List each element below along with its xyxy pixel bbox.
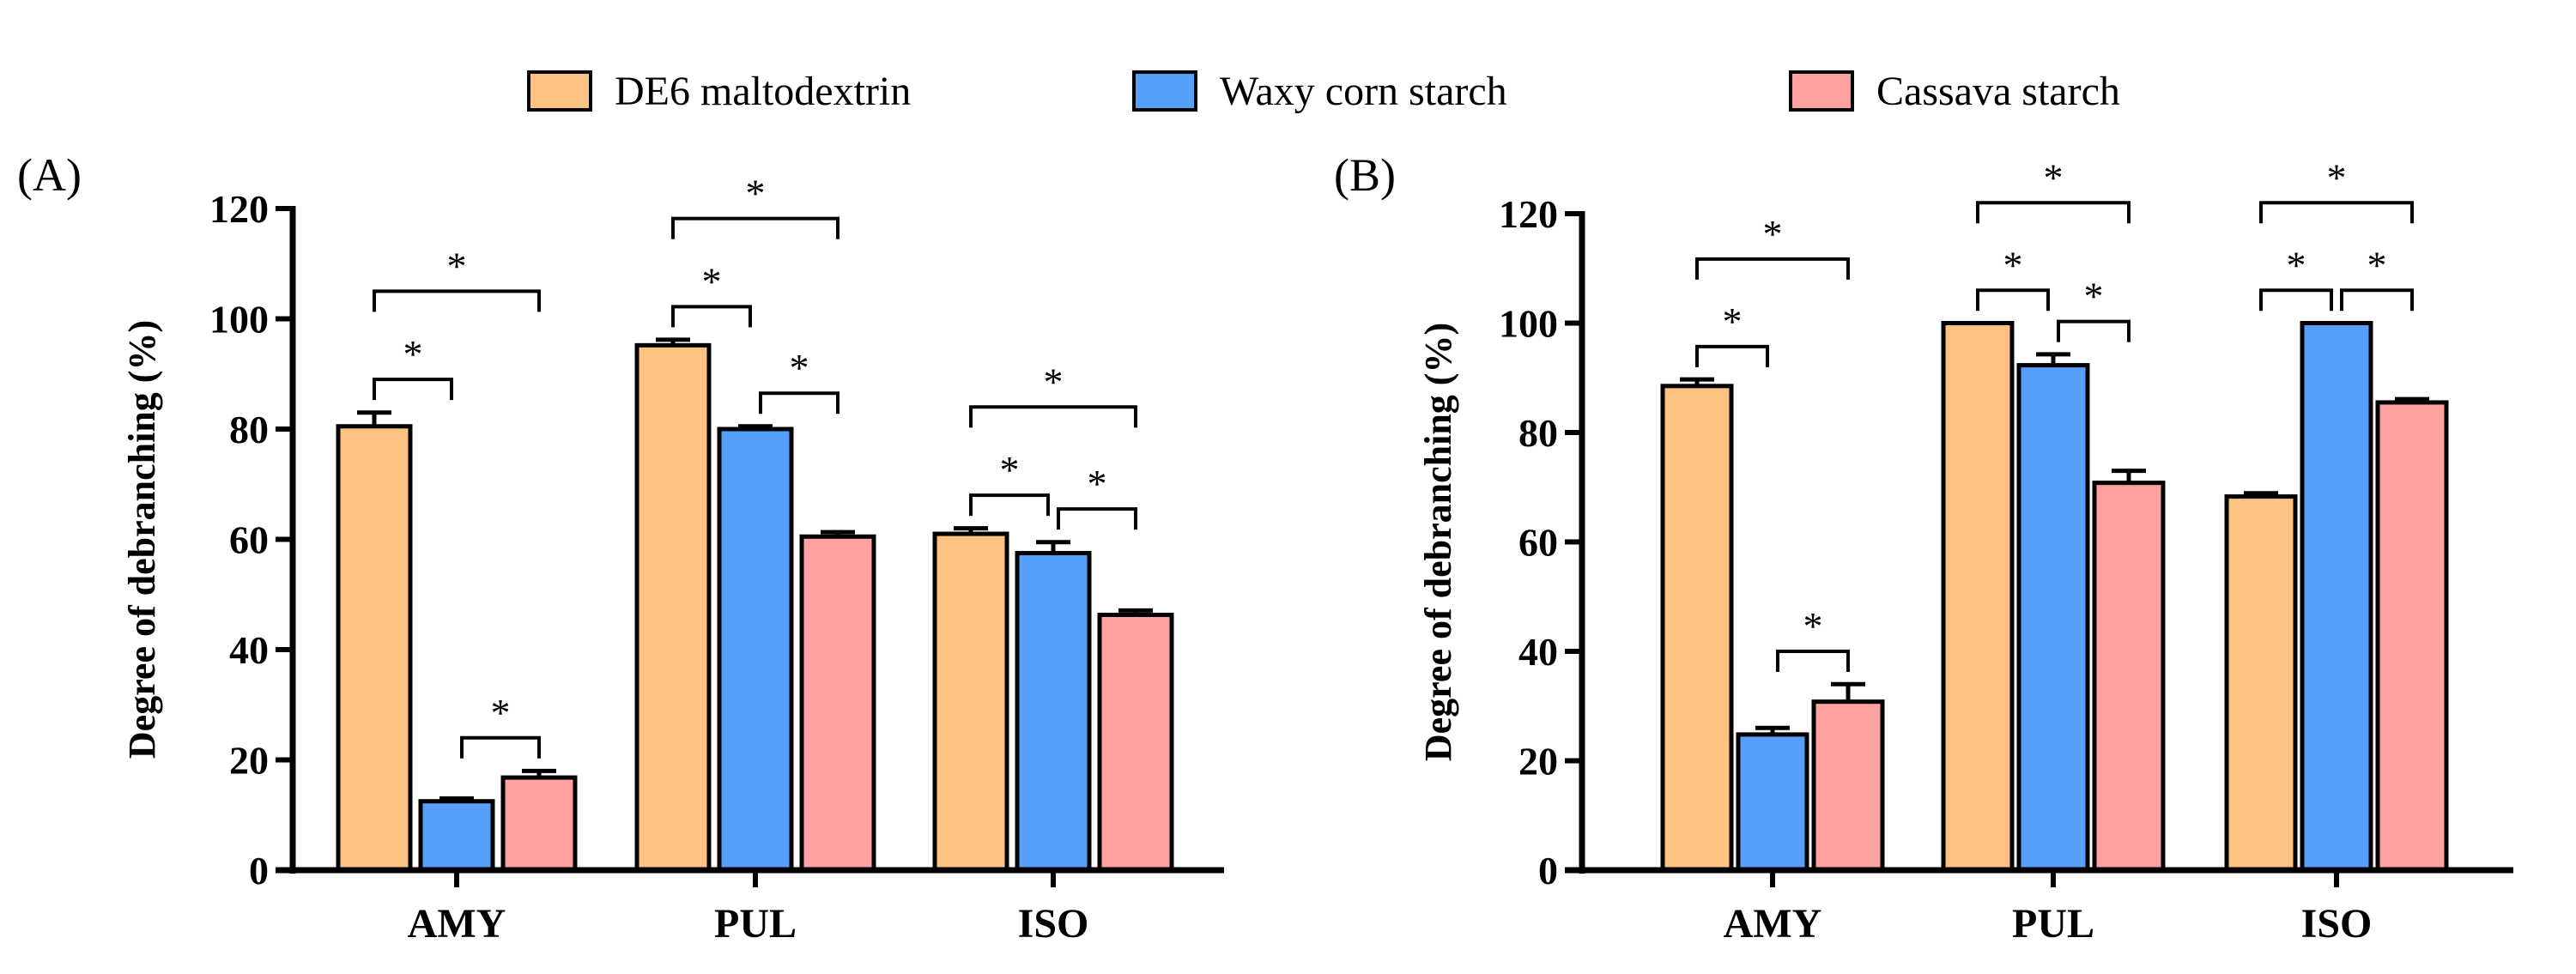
significance-bracket <box>1976 201 2131 224</box>
significance-star: * <box>2287 243 2306 287</box>
significance-bracket <box>969 493 1050 517</box>
bar <box>717 427 794 873</box>
legend-label: Cassava starch <box>1876 69 2120 114</box>
significance-star: * <box>702 259 722 303</box>
bar <box>418 799 495 873</box>
significance-bracket <box>2259 201 2414 224</box>
bar <box>500 775 578 873</box>
significance-star: * <box>1803 604 1823 648</box>
bar <box>799 534 876 873</box>
y-tick-label: 80 <box>229 408 269 451</box>
bar <box>336 424 413 873</box>
bar <box>1660 384 1734 873</box>
significance-bracket <box>671 305 752 328</box>
legend-swatch <box>1132 70 1197 112</box>
significance-bracket <box>460 735 541 759</box>
x-tick-label: ISO <box>2301 901 2373 947</box>
significance-bracket <box>2340 288 2414 312</box>
bar <box>932 531 1009 873</box>
significance-star: * <box>491 691 511 735</box>
significance-star: * <box>2003 243 2023 287</box>
significance-star: * <box>403 332 423 376</box>
significance-star: * <box>1044 360 1064 403</box>
y-tick-label: 20 <box>1518 740 1558 783</box>
bar <box>634 342 712 873</box>
y-tick-label: 120 <box>209 187 269 231</box>
significance-star: * <box>1000 448 1020 492</box>
x-tick-label: PUL <box>2012 901 2094 947</box>
y-tick-label: 0 <box>1538 849 1558 892</box>
y-tick-label: 60 <box>1518 521 1558 565</box>
significance-bracket <box>373 378 453 401</box>
x-tick-label: PUL <box>714 901 797 947</box>
significance-bracket <box>1695 344 1769 367</box>
y-tick-label: 60 <box>229 518 269 562</box>
y-axis-label: Degree of debranching (%) <box>1417 323 1459 761</box>
panel-label: (B) <box>1334 149 1396 201</box>
y-tick-label: 100 <box>1499 302 1558 346</box>
significance-star: * <box>1088 462 1107 505</box>
legend-swatch <box>527 70 592 112</box>
bar <box>2224 494 2298 873</box>
bar <box>1015 551 1092 873</box>
significance-star: * <box>2327 155 2347 199</box>
panel-b: (B) Degree of debranching (%) * * * * * * * * * 0 20… <box>1334 149 2513 947</box>
bar <box>1097 613 1174 873</box>
significance-bracket <box>671 216 839 239</box>
bar <box>1941 321 2015 873</box>
significance-bracket <box>2259 288 2333 312</box>
significance-star: * <box>1723 299 1743 343</box>
y-tick-label: 0 <box>249 849 269 892</box>
significance-bracket <box>1057 507 1137 530</box>
legend-label: DE6 maltodextrin <box>615 69 911 114</box>
bar <box>2375 400 2449 873</box>
y-tick-label: 100 <box>209 298 269 342</box>
significance-bracket <box>1776 650 1850 672</box>
bar <box>2300 321 2373 873</box>
significance-star: * <box>746 172 766 215</box>
bar <box>1736 732 1809 873</box>
legend-label: Waxy corn starch <box>1220 69 1507 114</box>
x-tick-label: AMY <box>1724 901 1822 947</box>
panel-a: (A) Degree of debranching (%) * * * * * * * * * 0 20… <box>17 149 1224 947</box>
y-axis-label: Degree of debranching (%) <box>121 320 163 759</box>
y-tick-label: 120 <box>1499 192 1558 236</box>
panel-label: (A) <box>17 149 82 201</box>
bar <box>1811 699 1885 873</box>
legend-swatch <box>1789 70 1854 112</box>
significance-star: * <box>447 244 467 287</box>
significance-bracket <box>373 289 541 312</box>
significance-star: * <box>2084 275 2104 318</box>
significance-star: * <box>790 346 809 390</box>
legend: DE6 maltodextrin Waxy corn starch Cassava … <box>527 69 2120 114</box>
significance-bracket <box>969 405 1137 428</box>
y-tick-label: 20 <box>229 739 269 783</box>
bar <box>2016 363 2090 873</box>
significance-bracket <box>1695 257 1850 280</box>
significance-star: * <box>2044 155 2064 199</box>
significance-star: * <box>2367 243 2387 287</box>
x-tick-label: AMY <box>408 901 506 947</box>
y-tick-label: 40 <box>1518 630 1558 674</box>
significance-star: * <box>1763 212 1783 256</box>
significance-bracket <box>2057 319 2131 342</box>
significance-bracket <box>759 391 839 414</box>
significance-bracket <box>1976 288 2050 312</box>
y-tick-label: 40 <box>229 628 269 672</box>
x-tick-label: ISO <box>1018 901 1089 947</box>
y-tick-label: 80 <box>1518 411 1558 455</box>
bar <box>2092 481 2166 873</box>
